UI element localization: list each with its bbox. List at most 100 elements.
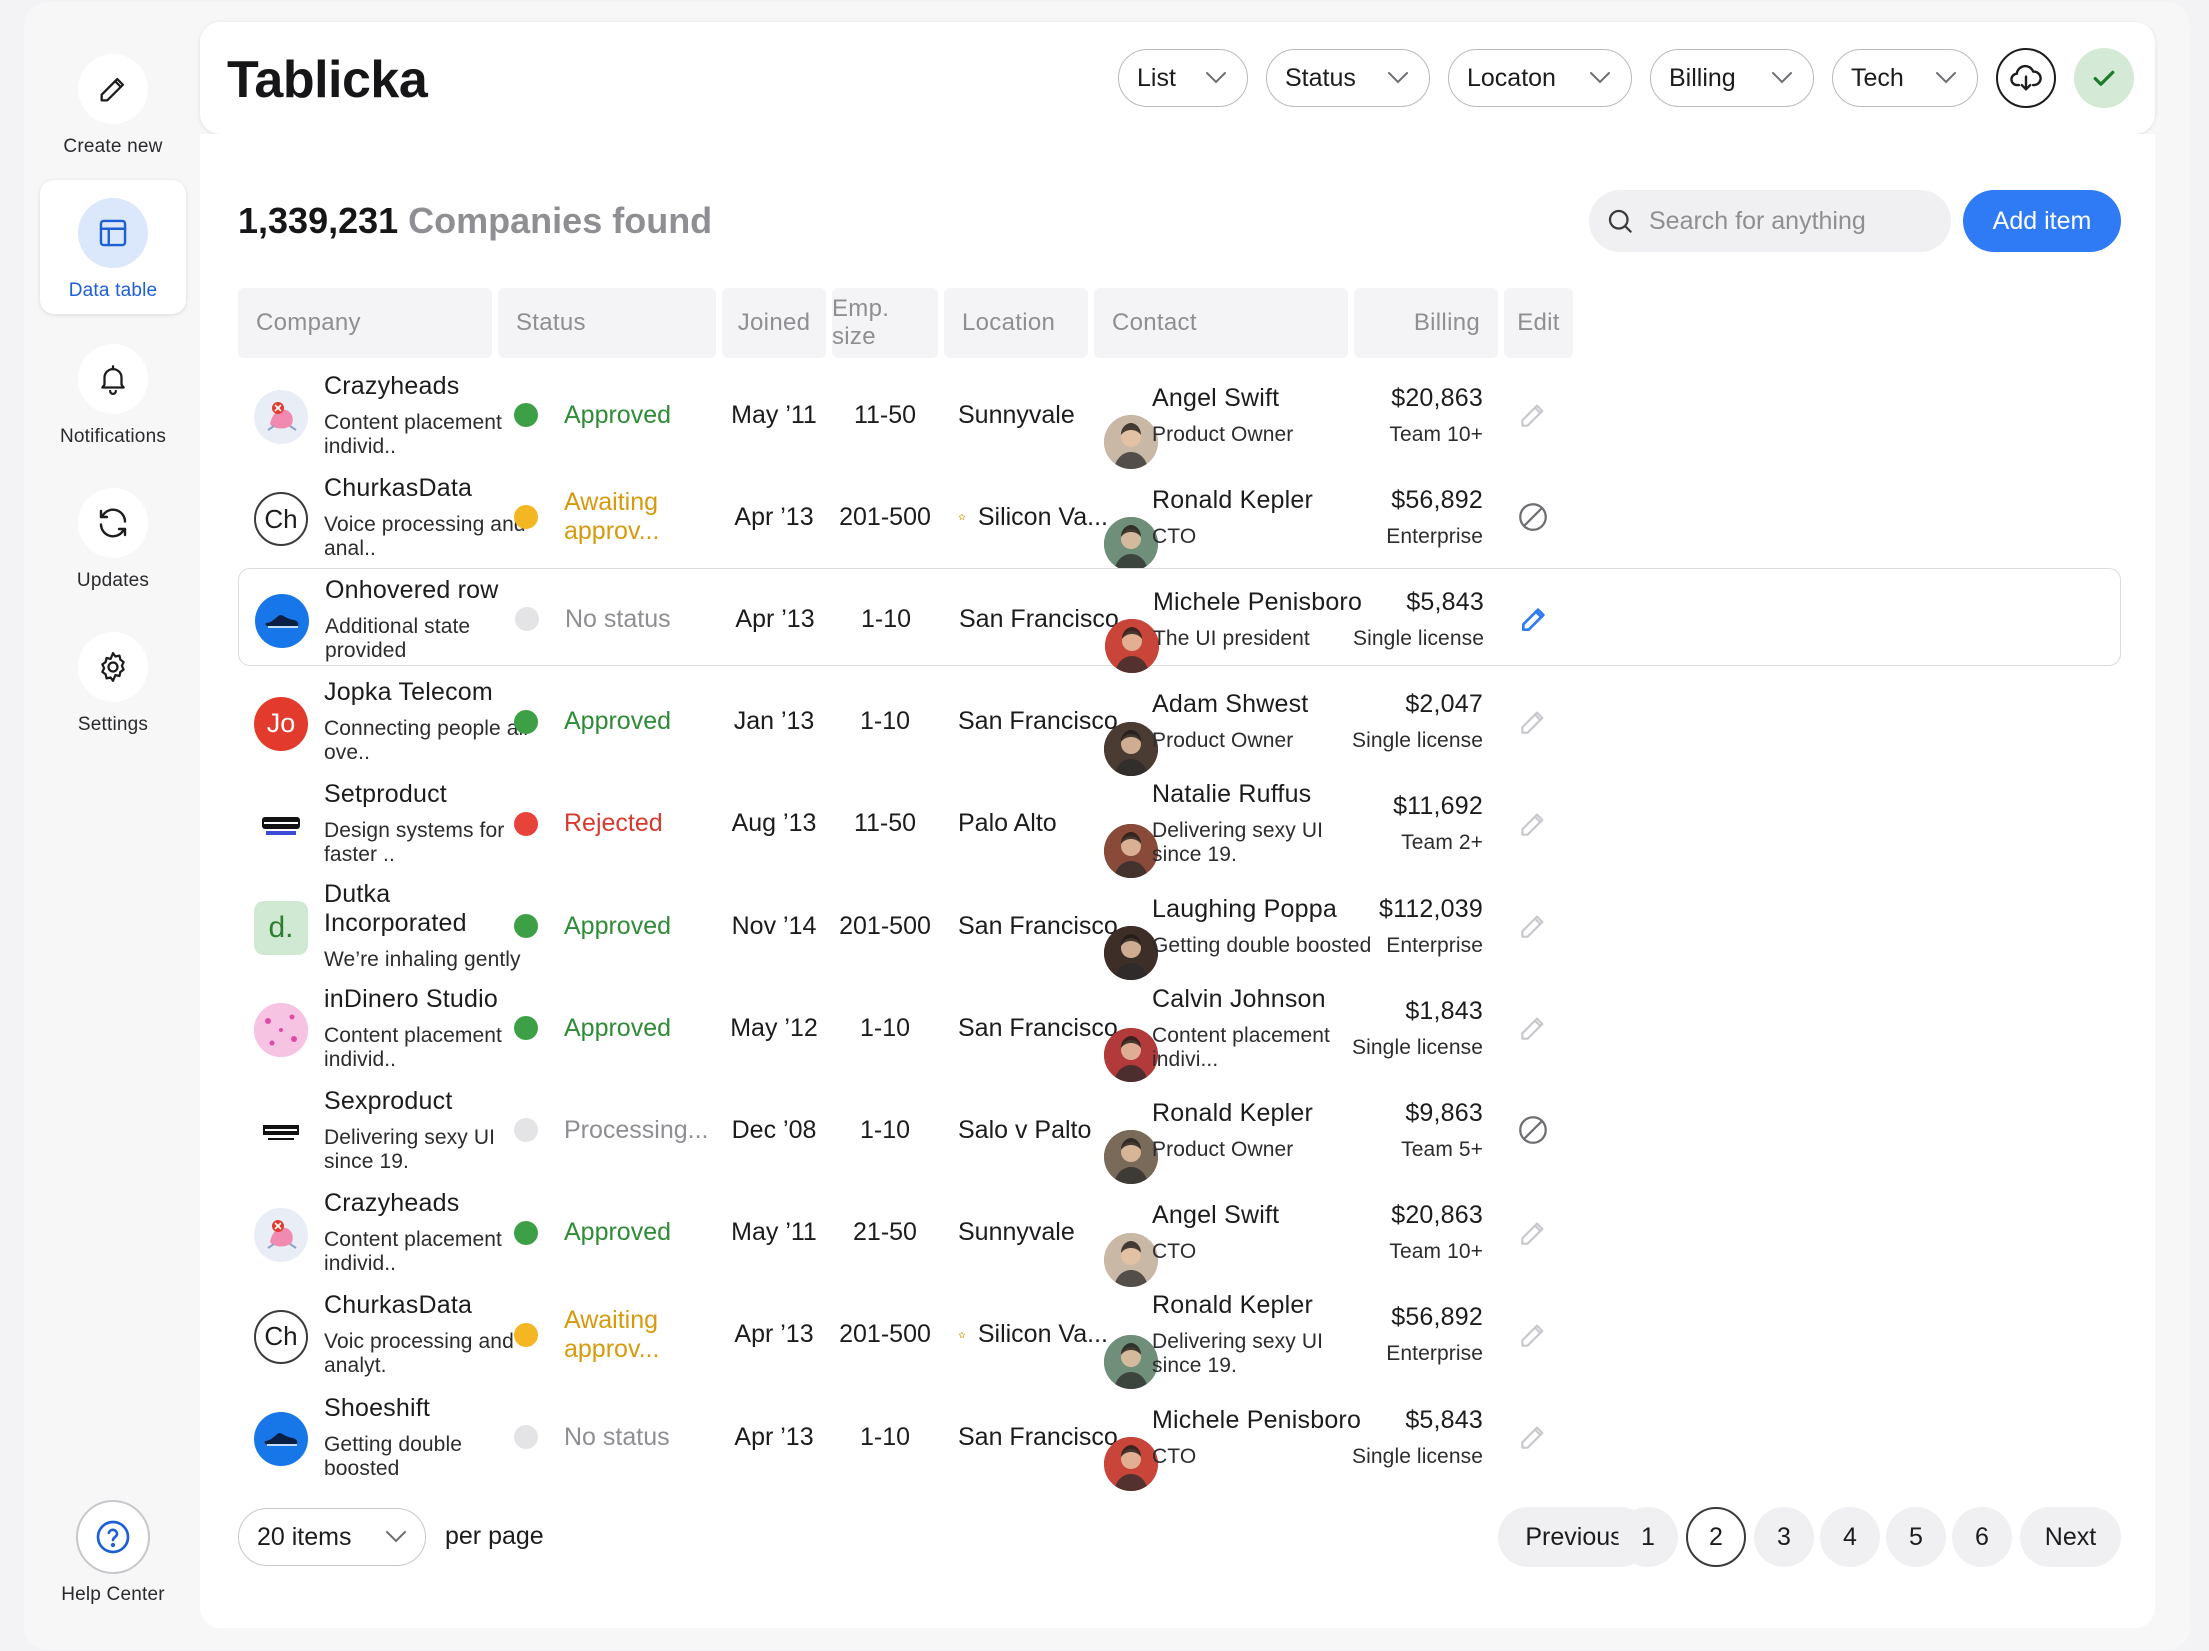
joined-cell: Apr ’13 bbox=[734, 1422, 814, 1451]
company-name[interactable]: Shoeshift bbox=[324, 1393, 431, 1422]
edit-pencil-icon[interactable] bbox=[1515, 1010, 1551, 1046]
status-label: Approved bbox=[564, 400, 672, 429]
company-name[interactable]: Jopka Telecom bbox=[324, 678, 493, 707]
table-row[interactable]: Onhovered row Additional state provided No… bbox=[238, 568, 2121, 674]
contact-name[interactable]: Natalie Ruffus bbox=[1152, 780, 1312, 809]
nav-data-table[interactable]: Data table bbox=[40, 180, 186, 314]
table-row[interactable]: Ch ChurkasData Voic processing and analyt.… bbox=[238, 1291, 2121, 1389]
column-header-status[interactable]: Status bbox=[498, 288, 716, 358]
column-header-joined[interactable]: Joined bbox=[722, 288, 826, 358]
location-text: San Francisco bbox=[959, 604, 1119, 633]
table-row[interactable]: Shoeshift Getting double boosted No status… bbox=[238, 1394, 2121, 1491]
nav-notifications[interactable]: Notifications bbox=[40, 326, 186, 460]
star-icon[interactable] bbox=[958, 504, 966, 530]
location-cell: San Francisco bbox=[958, 672, 1118, 772]
company-logo: Ch bbox=[254, 492, 308, 547]
company-name[interactable]: Crazyheads bbox=[324, 371, 460, 400]
blocked-icon[interactable] bbox=[1515, 1112, 1551, 1148]
contact-name[interactable]: Ronald Kepler bbox=[1152, 1098, 1314, 1127]
company-name[interactable]: Crazyheads bbox=[324, 1189, 460, 1218]
page-button-4[interactable]: 4 bbox=[1820, 1507, 1880, 1567]
joined-cell: Apr ’13 bbox=[734, 502, 814, 531]
download-button[interactable] bbox=[1996, 48, 2056, 108]
page-button-3[interactable]: 3 bbox=[1754, 1507, 1814, 1567]
filter-location[interactable]: Locaton bbox=[1448, 49, 1632, 107]
company-name[interactable]: Setproduct bbox=[324, 780, 447, 809]
contact-name[interactable]: Michele Penisboro bbox=[1153, 587, 1363, 616]
contact-name[interactable]: Ronald Kepler bbox=[1152, 1291, 1314, 1320]
company-name[interactable]: inDinero Studio bbox=[324, 984, 498, 1013]
nav-help-center[interactable]: Help Center bbox=[40, 1500, 186, 1606]
column-header-billing[interactable]: Billing bbox=[1354, 288, 1498, 358]
company-name[interactable]: ChurkasData bbox=[324, 1291, 473, 1320]
page-button-6[interactable]: 6 bbox=[1952, 1507, 2012, 1567]
company-cell: ChurkasData Voice processing and anal.. bbox=[324, 467, 534, 567]
filter-tech[interactable]: Tech bbox=[1832, 49, 1978, 107]
search-box[interactable] bbox=[1589, 190, 1951, 252]
contact-avatar bbox=[1105, 619, 1159, 674]
table-row[interactable]: Crazyheads Content placement individ.. App… bbox=[238, 1189, 2121, 1287]
nav-updates[interactable]: Updates bbox=[40, 470, 186, 604]
setproduct-logo-icon bbox=[254, 798, 308, 853]
contact-name[interactable]: Angel Swift bbox=[1152, 383, 1280, 412]
company-cell: Crazyheads Content placement individ.. bbox=[324, 365, 534, 465]
column-header-location[interactable]: Location bbox=[944, 288, 1088, 358]
contact-name[interactable]: Angel Swift bbox=[1152, 1201, 1280, 1230]
logo-text: Jo bbox=[266, 708, 296, 739]
nav-settings[interactable]: Settings bbox=[40, 614, 186, 748]
billing-cell: $9,863 Team 5+ bbox=[1348, 1080, 1483, 1180]
per-page-select[interactable]: 20 items bbox=[238, 1508, 426, 1566]
table-row[interactable]: inDinero Studio Content placement individ… bbox=[238, 985, 2121, 1083]
billing-plan: Team 10+ bbox=[1389, 1240, 1483, 1264]
contact-name[interactable]: Calvin Johnson bbox=[1152, 984, 1326, 1013]
filter-list[interactable]: List bbox=[1118, 49, 1248, 107]
nav-create-new[interactable]: Create new bbox=[40, 36, 186, 170]
contact-name[interactable]: Laughing Poppa bbox=[1152, 894, 1337, 923]
add-item-button[interactable]: Add item bbox=[1963, 190, 2121, 252]
location-text: San Francisco bbox=[958, 707, 1118, 736]
star-icon[interactable] bbox=[958, 1322, 966, 1348]
company-name[interactable]: Dutka Incorporated bbox=[324, 880, 467, 937]
location-text: San Francisco bbox=[958, 911, 1118, 940]
emp-size-cell: 1-10 bbox=[860, 604, 912, 633]
contact-name[interactable]: Michele Penisboro bbox=[1152, 1405, 1362, 1434]
company-name[interactable]: Onhovered row bbox=[325, 575, 499, 604]
contact-role: Getting double boosted bbox=[1152, 933, 1372, 957]
edit-pencil-icon[interactable] bbox=[1515, 704, 1551, 740]
edit-pencil-icon[interactable] bbox=[1515, 1419, 1551, 1455]
column-header-contact[interactable]: Contact bbox=[1094, 288, 1348, 358]
edit-pencil-icon[interactable] bbox=[1515, 397, 1551, 433]
company-name[interactable]: ChurkasData bbox=[324, 473, 473, 502]
table-row[interactable]: Ch ChurkasData Voice processing and anal..… bbox=[238, 474, 2121, 572]
contact-name[interactable]: Ronald Kepler bbox=[1152, 485, 1314, 514]
edit-pencil-icon[interactable] bbox=[1515, 908, 1551, 944]
edit-pencil-icon[interactable] bbox=[1516, 601, 1552, 637]
contact-role: Content placement indivi... bbox=[1152, 1023, 1330, 1071]
column-header-emp-size[interactable]: Emp. size bbox=[832, 288, 938, 358]
filter-billing[interactable]: Billing bbox=[1650, 49, 1814, 107]
filter-status[interactable]: Status bbox=[1266, 49, 1430, 107]
blocked-icon[interactable] bbox=[1515, 499, 1551, 535]
joined-cell: Nov ’14 bbox=[731, 911, 817, 940]
page-button-5[interactable]: 5 bbox=[1886, 1507, 1946, 1567]
app-title: Tablicka bbox=[227, 51, 428, 109]
edit-pencil-icon[interactable] bbox=[1515, 1215, 1551, 1251]
next-page-button[interactable]: Next bbox=[2020, 1507, 2121, 1567]
page-button-1[interactable]: 1 bbox=[1618, 1507, 1678, 1567]
table-row[interactable]: Crazyheads Content placement individ.. App… bbox=[238, 372, 2121, 469]
search-input[interactable] bbox=[1649, 206, 1929, 236]
page-button-2[interactable]: 2 bbox=[1686, 1507, 1746, 1567]
status-cell: Approved bbox=[514, 672, 734, 772]
table-row[interactable]: Sexproduct Delivering sexy UI since 19. Pr… bbox=[238, 1087, 2121, 1185]
edit-pencil-icon[interactable] bbox=[1515, 806, 1551, 842]
confirm-button[interactable] bbox=[2074, 48, 2134, 108]
edit-pencil-icon[interactable] bbox=[1515, 1317, 1551, 1353]
column-header-company[interactable]: Company bbox=[238, 288, 492, 358]
table-row[interactable]: Setproduct Design systems for faster .. Re… bbox=[238, 780, 2121, 878]
filter-label: Billing bbox=[1669, 63, 1736, 92]
company-name[interactable]: Sexproduct bbox=[324, 1086, 453, 1115]
contact-name[interactable]: Adam Shwest bbox=[1152, 690, 1309, 719]
per-page-label: per page bbox=[445, 1522, 544, 1550]
table-row[interactable]: d. Dutka Incorporated We’re inhaling gentl… bbox=[238, 880, 2121, 980]
table-row[interactable]: Jo Jopka Telecom Connecting people all ove… bbox=[238, 678, 2121, 776]
